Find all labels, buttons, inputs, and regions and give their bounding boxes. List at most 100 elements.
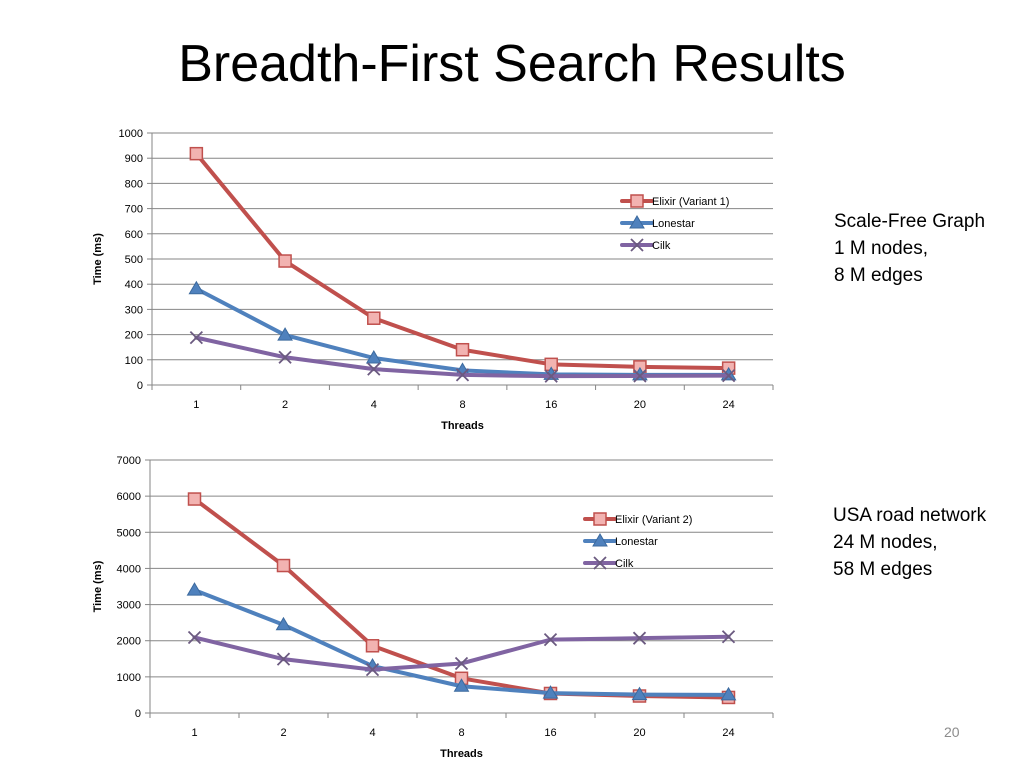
data-point-x (722, 369, 736, 383)
page-number: 20 (944, 724, 960, 740)
legend-label: Lonestar (615, 536, 658, 548)
y-axis-title: Time (ms) (92, 560, 104, 612)
data-point-x (593, 556, 607, 570)
legend-label: Elixir (Variant 2) (615, 514, 692, 526)
data-point-triangle (275, 616, 292, 631)
x-tick-label: 20 (633, 727, 645, 739)
data-point-square (630, 194, 644, 208)
data-point-x (278, 350, 292, 364)
x-tick-label: 2 (280, 727, 286, 739)
series-line (194, 151, 731, 371)
x-tick-label: 24 (722, 727, 734, 739)
data-point-triangle (188, 280, 205, 295)
data-point-square (276, 558, 291, 573)
data-point-square (187, 492, 202, 506)
legend-label: Cilk (615, 558, 634, 570)
x-tick-label: 2 (282, 399, 288, 411)
data-point-square (189, 146, 204, 161)
legend-entry: Elixir (Variant 1) (620, 194, 729, 208)
data-point-square (593, 512, 607, 526)
data-point-x (367, 362, 381, 376)
y-tick-label: 5000 (117, 527, 141, 539)
graph-description-usa-road: USA road network 24 M nodes, 58 M edges (833, 502, 986, 583)
y-axis-title: Time (ms) (92, 233, 104, 285)
x-tick-label: 1 (193, 399, 199, 411)
graph-description-scale-free: Scale-Free Graph 1 M nodes, 8 M edges (834, 208, 985, 289)
note-line: 24 M nodes, (833, 532, 938, 553)
data-point-square (278, 254, 292, 268)
legend-label: Lonestar (652, 218, 695, 230)
y-tick-label: 700 (125, 204, 143, 216)
note-line: USA road network (833, 505, 987, 526)
y-tick-label: 600 (125, 229, 143, 241)
data-point-triangle (365, 350, 382, 364)
x-tick-label: 16 (545, 399, 557, 411)
series-line (194, 286, 731, 377)
y-tick-label: 900 (125, 153, 143, 165)
legend-label: Cilk (652, 240, 671, 252)
data-point-x (543, 632, 558, 647)
data-point-triangle (542, 685, 559, 699)
legend-entry: Cilk (583, 556, 634, 570)
note-line: Scale-Free Graph (834, 211, 986, 232)
x-tick-label: 8 (458, 727, 464, 739)
legend-entry: Lonestar (620, 215, 695, 230)
data-point-x (365, 662, 380, 677)
legend-entry: Elixir (Variant 2) (583, 512, 692, 526)
y-tick-label: 500 (125, 254, 143, 266)
y-tick-label: 1000 (119, 128, 143, 140)
y-tick-label: 4000 (117, 563, 141, 575)
data-point-x (187, 630, 202, 645)
data-point-square (365, 639, 380, 653)
data-point-square (455, 342, 470, 357)
y-tick-label: 1000 (117, 672, 141, 684)
y-tick-label: 400 (125, 279, 143, 291)
x-axis-title: Threads (441, 420, 484, 432)
note-line: 1 M nodes, (834, 238, 928, 259)
data-point-x (544, 369, 558, 383)
x-tick-label: 8 (459, 399, 465, 411)
note-line: 58 M edges (833, 559, 933, 580)
data-point-x (633, 369, 647, 383)
data-point-triangle (592, 533, 608, 547)
data-point-x (721, 630, 736, 644)
data-point-x (276, 652, 291, 666)
x-tick-label: 4 (369, 727, 375, 739)
data-point-square (367, 311, 381, 325)
data-point-triangle (631, 686, 648, 701)
y-tick-label: 6000 (117, 491, 141, 503)
y-tick-label: 200 (125, 330, 143, 342)
legend-entry: Lonestar (583, 533, 658, 548)
y-tick-label: 800 (125, 178, 143, 190)
x-tick-label: 20 (634, 399, 646, 411)
slide-title: Breadth-First Search Results (178, 35, 846, 93)
legend-entry: Cilk (620, 238, 671, 252)
data-point-triangle (186, 582, 203, 596)
legend-label: Elixir (Variant 1) (652, 196, 729, 208)
x-tick-label: 1 (191, 727, 197, 739)
note-line: 8 M edges (834, 265, 923, 286)
data-point-x (630, 238, 644, 252)
x-tick-label: 24 (723, 399, 735, 411)
data-point-x (632, 631, 647, 645)
data-point-x (455, 368, 470, 382)
y-tick-label: 0 (137, 380, 143, 392)
data-point-triangle (629, 215, 645, 229)
data-point-x (189, 330, 203, 345)
data-point-triangle (720, 686, 737, 701)
y-tick-label: 300 (125, 304, 143, 316)
data-point-triangle (277, 327, 293, 341)
y-tick-label: 3000 (117, 600, 141, 612)
y-tick-label: 100 (125, 355, 143, 367)
x-axis-title: Threads (440, 748, 483, 760)
data-point-triangle (453, 678, 470, 692)
series-line (192, 497, 731, 700)
x-tick-label: 16 (544, 727, 556, 739)
data-point-x (454, 656, 469, 671)
y-tick-label: 0 (135, 708, 141, 720)
x-tick-label: 4 (371, 399, 377, 411)
y-tick-label: 2000 (117, 636, 141, 648)
